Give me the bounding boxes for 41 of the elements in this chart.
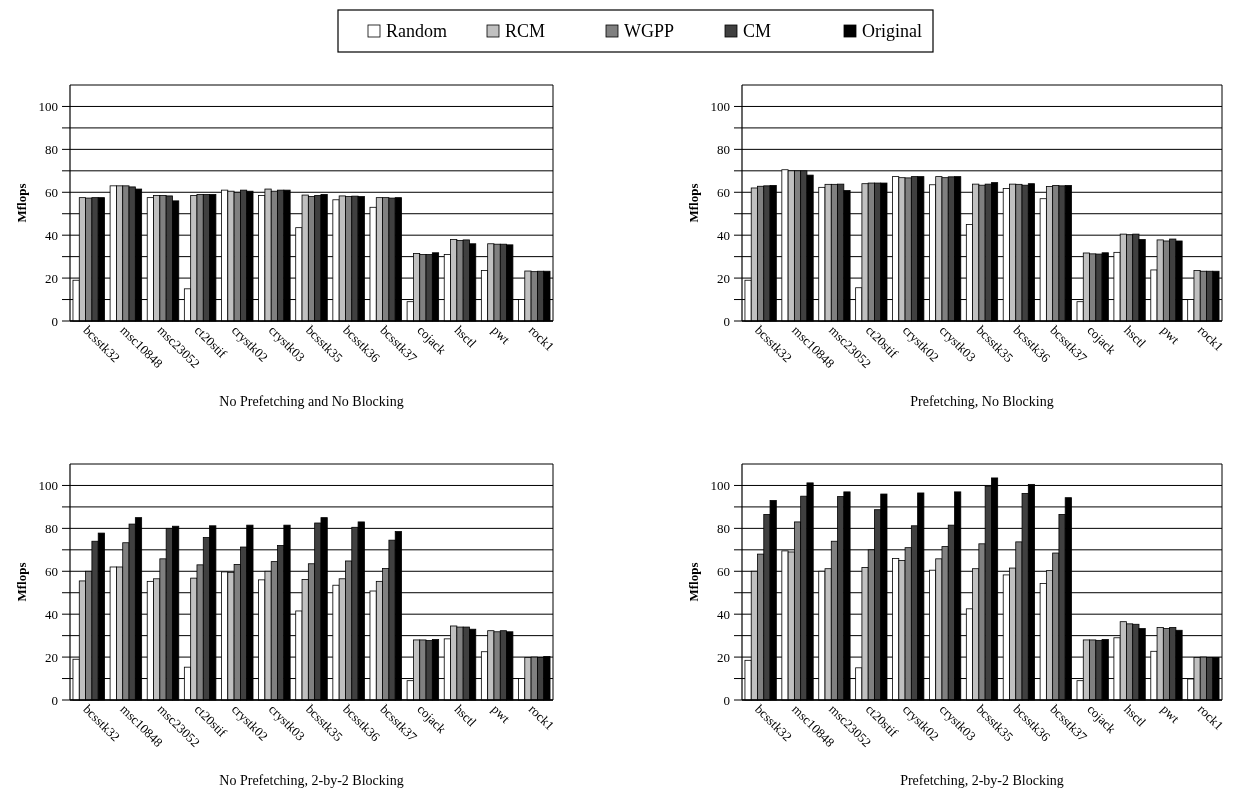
x-tick-label: pwt [488,322,514,348]
y-tick-label: 40 [45,227,58,243]
y-tick-label: 60 [717,184,730,200]
legend-label: CM [743,21,772,42]
y-tick-label: 80 [45,141,58,157]
y-axis-title: Mflops [14,183,29,223]
y-axis-title: Mflops [14,562,29,602]
y-tick-label: 0 [723,313,730,329]
y-tick-label: 20 [717,270,730,286]
y-tick-label: 100 [710,99,730,114]
y-tick-label: 20 [45,649,58,665]
y-tick-label: 0 [723,692,730,708]
y-tick-label: 80 [717,141,730,157]
legend-label: Random [386,21,447,42]
y-tick-label: 20 [717,649,730,665]
y-axis-title: Mflops [686,183,701,223]
legend-label: Original [862,21,922,42]
x-tick-label: pwt [1158,322,1183,348]
y-tick-label: 40 [45,606,58,622]
x-tick-label: pwt [488,701,514,727]
x-axis-title: Prefetching, 2-by-2 Blocking [900,773,1064,788]
y-tick-label: 60 [45,184,58,200]
y-axis-title: Mflops [686,562,701,602]
y-tick-label: 100 [38,478,58,493]
y-tick-label: 100 [710,478,730,493]
y-tick-label: 0 [51,692,58,708]
x-axis-title: No Prefetching, 2-by-2 Blocking [219,773,404,788]
y-tick-label: 80 [717,520,730,536]
y-tick-label: 0 [51,313,58,329]
y-tick-label: 80 [45,520,58,536]
y-tick-label: 40 [717,227,730,243]
y-tick-label: 40 [717,606,730,622]
x-axis-title: Prefetching, No Blocking [910,394,1054,409]
legend-label: WGPP [624,21,675,42]
x-axis-title: No Prefetching and No Blocking [219,394,404,409]
legend-label: RCM [505,21,546,42]
x-tick-label: pwt [1158,701,1183,727]
y-tick-label: 60 [717,563,730,579]
y-tick-label: 100 [38,99,58,114]
y-tick-label: 20 [45,270,58,286]
y-tick-label: 60 [45,563,58,579]
